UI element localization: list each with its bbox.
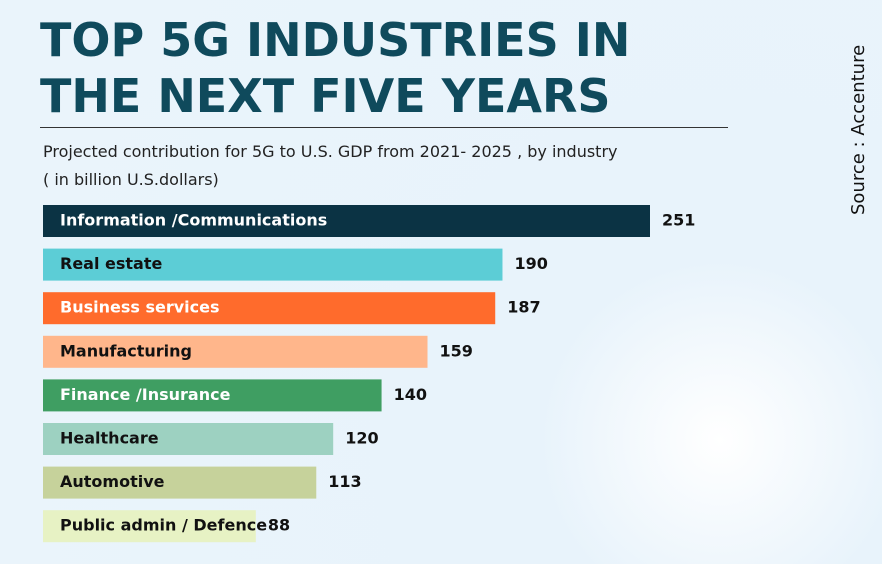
value-label: 159 (440, 341, 473, 360)
chart-title: TOP 5G INDUSTRIES IN THE NEXT FIVE YEARS (40, 13, 631, 123)
bar (43, 423, 334, 455)
category-label: Manufacturing (60, 341, 192, 360)
bar (43, 292, 496, 325)
category-label: Real estate (60, 254, 162, 273)
category-label: Automotive (60, 472, 165, 491)
bar (43, 248, 503, 281)
category-label: Healthcare (60, 429, 159, 448)
value-label: 88 (268, 516, 290, 535)
value-label: 140 (394, 385, 427, 404)
divider (40, 127, 728, 128)
subtitle: Projected contribution for 5G to U.S. GD… (43, 142, 618, 161)
category-label: Business services (60, 298, 220, 317)
value-label: 113 (328, 472, 361, 491)
bar (43, 379, 382, 412)
value-label: 120 (345, 429, 378, 448)
units-note: ( in billion U.S.dollars) (43, 170, 219, 189)
category-label: Public admin / Defence (60, 516, 267, 535)
value-label: 190 (514, 254, 547, 273)
category-label: Finance /Insurance (60, 385, 231, 404)
category-label: Information /Communications (60, 211, 327, 230)
bar (43, 510, 256, 543)
bar (43, 205, 650, 237)
value-label: 251 (662, 211, 695, 230)
bar (43, 335, 428, 368)
bar (43, 466, 317, 499)
value-label: 187 (507, 298, 540, 317)
